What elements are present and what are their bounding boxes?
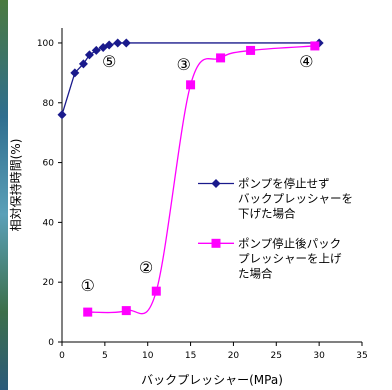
background-image-strip	[0, 0, 8, 390]
x-tick-label: 5	[102, 351, 108, 361]
data-point-diamond	[113, 38, 123, 48]
data-point-diamond	[104, 40, 114, 50]
data-point-square	[246, 45, 256, 55]
data-point-diamond	[91, 45, 101, 55]
series-2	[83, 41, 320, 317]
y-tick-label: 60	[43, 159, 55, 169]
axes	[61, 28, 362, 343]
series-1	[57, 38, 324, 120]
data-point-square	[211, 238, 221, 248]
data-point-square	[121, 306, 131, 316]
data-point-diamond	[121, 38, 131, 48]
x-tick-label: 0	[59, 351, 65, 361]
legend: ポンプを停止せずバックプレッシャーを下げた場合ポンプ停止後パックプレッシャーを上…	[198, 177, 353, 280]
y-tick-label: 40	[43, 218, 55, 228]
data-point-square	[186, 80, 196, 90]
x-ticks: 0 5 10 15 20 25 30 35	[59, 342, 368, 361]
data-point-diamond	[70, 68, 80, 78]
legend-label: プレッシャーを上げ	[238, 251, 342, 265]
circled-number-label: ③	[177, 55, 191, 74]
x-axis-title: バックプレッシャー(MPa)	[141, 373, 283, 387]
legend-label: た場合	[238, 266, 273, 280]
y-axis-title: 相対保持時間(%)	[8, 139, 23, 232]
series-line	[61, 42, 320, 115]
series-layer	[57, 38, 324, 317]
circled-number-label: ⑤	[102, 52, 116, 71]
x-tick-label: 15	[185, 351, 196, 361]
y-tick-label: 100	[37, 39, 54, 49]
data-point-diamond	[78, 59, 88, 69]
y-tick-label: 20	[43, 278, 55, 288]
data-point-square	[310, 41, 320, 51]
y-ticks: 0 20 40 60 80 100	[37, 39, 62, 348]
data-point-square	[151, 286, 161, 296]
x-tick-label: 20	[228, 351, 240, 361]
data-point-diamond	[84, 50, 94, 60]
circled-number-label: ②	[139, 258, 153, 277]
annotations: ① ② ③ ④ ⑤	[81, 52, 314, 295]
x-tick-label: 10	[142, 351, 154, 361]
x-tick-label: 35	[356, 351, 367, 361]
legend-label: 下げた場合	[238, 207, 296, 221]
y-tick-label: 80	[43, 99, 55, 109]
data-point-square	[83, 307, 93, 317]
data-point-diamond	[57, 110, 67, 120]
legend-label: ポンプを停止せず	[238, 177, 330, 191]
y-tick-label: 0	[48, 338, 54, 348]
data-point-square	[216, 53, 226, 63]
circled-number-label: ①	[81, 276, 95, 295]
x-tick-label: 25	[271, 351, 282, 361]
circled-number-label: ④	[299, 52, 313, 71]
data-point-diamond	[211, 179, 221, 189]
x-tick-label: 30	[313, 351, 325, 361]
legend-label: バックプレッシャーを	[238, 192, 353, 206]
legend-label: ポンプ停止後パック	[238, 236, 341, 250]
